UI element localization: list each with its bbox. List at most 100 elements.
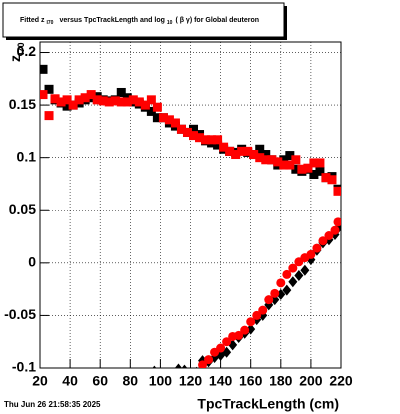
square-marker: [279, 155, 289, 165]
square-marker: [327, 175, 337, 185]
square-marker: [86, 90, 96, 100]
diamond-marker: [294, 269, 304, 281]
x-tick-label: 60: [92, 373, 108, 389]
square-marker: [128, 95, 138, 105]
diamond-marker: [195, 366, 198, 368]
circle-marker: [306, 249, 316, 259]
x-tick-label: 120: [179, 373, 203, 389]
title-part: ( β γ) for Global deuteron: [175, 17, 259, 24]
title-part: versus TpcTrackLength and log: [59, 17, 164, 24]
y-axis-label: zI70: [7, 42, 27, 62]
square-marker: [122, 97, 132, 107]
circle-marker: [198, 360, 208, 368]
square-marker: [176, 124, 186, 134]
circle-marker: [234, 330, 244, 340]
square-marker: [309, 170, 319, 180]
square-marker: [255, 153, 265, 163]
square-marker: [189, 131, 199, 141]
square-marker: [134, 97, 144, 107]
circle-marker: [204, 355, 214, 365]
circle-marker: [252, 310, 262, 320]
circle-marker: [330, 225, 340, 235]
circle-marker: [240, 325, 250, 335]
y-tick-label: 0.15: [9, 96, 36, 112]
square-marker: [170, 118, 180, 128]
square-marker: [98, 96, 108, 106]
square-marker: [231, 150, 241, 160]
circle-marker: [222, 337, 232, 347]
square-marker: [279, 160, 289, 170]
diamond-marker: [174, 363, 183, 368]
square-marker: [158, 113, 168, 123]
square-marker: [201, 135, 211, 145]
square-marker: [40, 90, 48, 100]
circle-marker: [264, 295, 274, 305]
square-marker: [249, 150, 259, 160]
square-marker: [195, 133, 205, 143]
circle-marker: [270, 288, 280, 298]
square-marker: [213, 140, 223, 150]
circle-marker: [216, 343, 226, 353]
y-tick-label: 0.05: [9, 201, 36, 217]
square-marker: [213, 135, 223, 145]
square-marker: [315, 166, 325, 176]
title-sub: I70: [47, 20, 54, 26]
square-marker: [303, 163, 313, 173]
y-tick-label: -0.1: [12, 359, 36, 375]
ylabel-main: z: [7, 55, 23, 62]
square-marker: [291, 164, 301, 174]
square-marker: [44, 111, 54, 121]
square-marker: [267, 155, 277, 165]
diamond-marker: [152, 365, 157, 368]
chart-title: Fitted z I70 versus TpcTrackLength and log…: [20, 17, 259, 26]
square-marker: [243, 146, 253, 156]
x-tick-label: 80: [123, 373, 139, 389]
square-marker: [333, 186, 341, 196]
x-tick-label: 40: [62, 373, 78, 389]
square-marker: [116, 97, 126, 107]
square-marker: [291, 155, 301, 165]
y-tick-label: 0.2: [17, 43, 37, 59]
circle-marker: [318, 236, 328, 246]
date-stamp: Thu Jun 26 21:58:35 2025: [4, 400, 101, 409]
square-marker: [273, 157, 283, 167]
square-marker: [309, 158, 319, 168]
x-axis-label: TpcTrackLength (cm): [197, 396, 339, 412]
square-marker: [110, 96, 120, 106]
square-marker: [50, 94, 60, 104]
title-sub: 10: [167, 20, 173, 26]
title-part: Fitted z: [20, 17, 45, 24]
circle-marker: [324, 230, 334, 240]
circle-marker: [312, 243, 322, 253]
x-tick-label: 140: [209, 373, 233, 389]
square-marker: [261, 155, 271, 165]
square-marker: [92, 95, 102, 105]
circle-marker: [276, 278, 286, 288]
y-tick-label: 0.1: [17, 148, 37, 164]
x-tick-label: 180: [269, 373, 293, 389]
diamond-marker: [181, 364, 188, 368]
square-marker: [207, 135, 217, 145]
square-marker: [146, 95, 156, 105]
markers: [40, 64, 341, 368]
circle-marker: [282, 269, 292, 279]
circle-marker: [288, 263, 298, 273]
square-marker: [261, 150, 271, 160]
square-marker: [152, 102, 162, 112]
square-marker: [285, 160, 295, 170]
square-marker: [146, 106, 156, 116]
square-marker: [315, 158, 325, 168]
square-marker: [152, 113, 162, 123]
square-marker: [104, 97, 114, 107]
square-marker: [80, 93, 90, 103]
square-marker: [116, 87, 126, 97]
y-tick-label: 0: [28, 254, 36, 270]
x-tick-label: 220: [329, 373, 353, 389]
square-marker: [62, 95, 72, 105]
square-marker: [164, 115, 174, 125]
diamond-marker: [300, 264, 310, 276]
square-marker: [189, 124, 199, 134]
ylabel-sub: I70: [16, 42, 26, 55]
plot-frame: [39, 41, 342, 369]
x-tick-label: 20: [32, 373, 48, 389]
